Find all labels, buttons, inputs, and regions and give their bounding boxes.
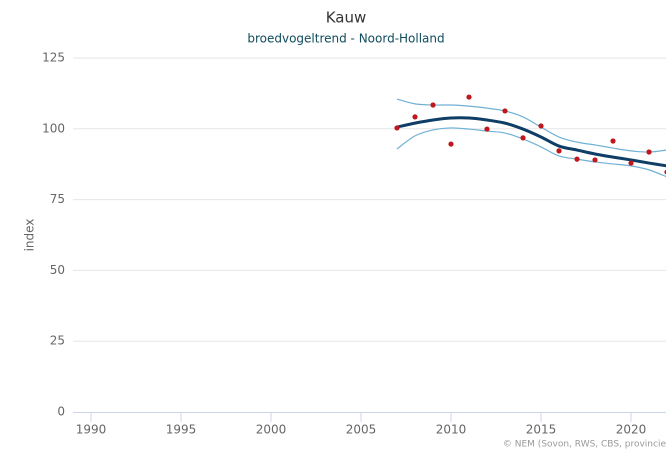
data-point [412,114,418,120]
x-tick-label: 2005 [346,423,377,437]
data-point [538,123,544,129]
data-point [646,149,652,155]
data-point [448,141,454,147]
chart-title: Kauw [326,9,367,27]
data-point [610,138,616,144]
confidence-line [396,98,666,153]
data-point [592,157,598,163]
x-tick-label: 2015 [526,423,557,437]
data-point [466,94,472,100]
y-tick-label: 0 [57,405,65,419]
y-tick-label: 125 [42,51,65,65]
y-axis-label: index [23,219,37,252]
data-point [502,108,508,114]
data-point [520,135,526,141]
y-tick-label: 100 [42,121,65,135]
y-tick-label: 75 [50,192,65,206]
data-point [628,160,634,166]
data-point [430,102,436,108]
data-point [394,125,400,131]
y-tick-label: 50 [50,263,65,277]
data-point [574,156,580,162]
x-tick-label: 2020 [616,423,647,437]
x-tick-label: 1990 [76,423,107,437]
trend-line [396,116,666,168]
x-tick-label: 2010 [436,423,467,437]
data-point [556,148,562,154]
x-tick-label: 2000 [256,423,287,437]
x-tick-label: 1995 [166,423,197,437]
data-point [484,126,490,132]
y-tick-label: 25 [50,334,65,348]
confidence-line [396,127,666,178]
chart-subtitle: broedvogeltrend - Noord-Holland [247,32,444,46]
credits: © NEM (Sovon, RWS, CBS, provincie [503,440,666,449]
